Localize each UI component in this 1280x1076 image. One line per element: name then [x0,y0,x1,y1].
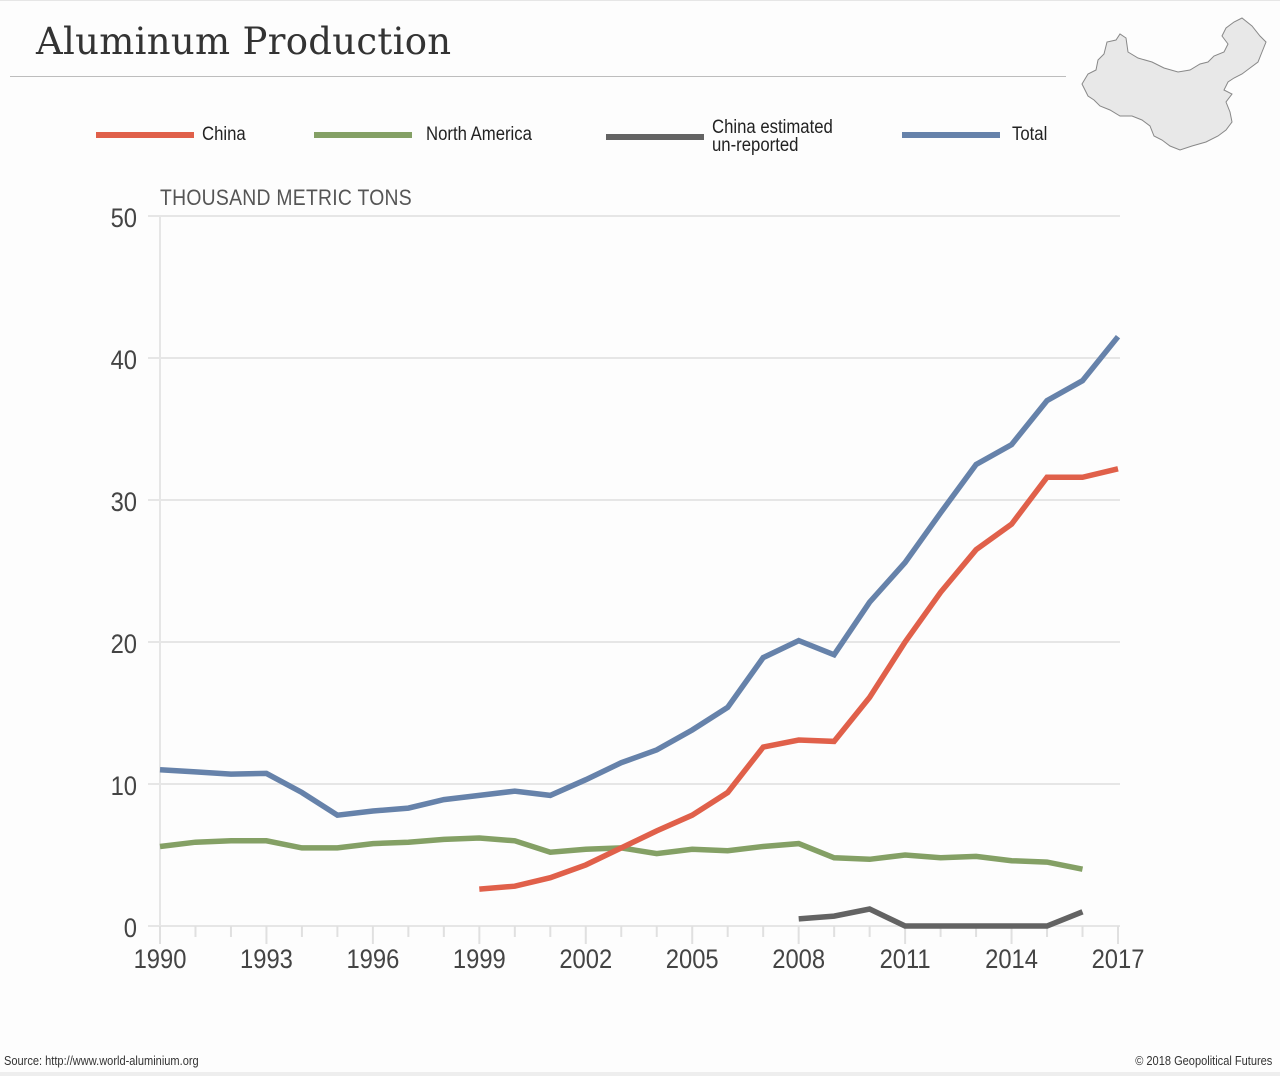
legend-swatch-north-america [314,132,412,138]
y-axis-title: THOUSAND METRIC TONS [160,185,412,210]
legend-label: Total [1012,124,1048,145]
legend-swatch-china-unreported [606,134,704,140]
y-tick-label: 20 [111,630,137,660]
x-tick-label: 2008 [772,945,825,975]
x-tick-label: 2017 [1092,945,1145,975]
series-line-north-america [159,835,1084,872]
legend-label: China [202,124,246,145]
x-tick-label: 1993 [240,945,293,975]
source-note: Source: http://www.world-aluminium.org [4,1053,199,1068]
legend-item-total: Total [902,124,1052,145]
y-tick-label: 0 [124,914,137,944]
y-tick-label: 50 [111,204,137,234]
china-map-icon [1081,17,1267,151]
x-tick-label: 1999 [453,945,506,975]
legend-item-china-unreported: China estimated un-reported [606,117,849,156]
legend-swatch-total [902,132,1000,138]
x-tick-label: 2005 [666,945,719,975]
legend-item-north-america: North America [314,124,546,145]
chart-title: Aluminum Production [36,20,452,63]
series-line-china-estimated-un-reported [798,906,1084,929]
title-divider [10,76,1066,77]
legend-label: China estimated un-reported [712,117,833,156]
x-tick-label: 1990 [134,945,187,975]
series-line-china [479,466,1119,892]
y-tick-label: 30 [111,488,137,518]
x-tick-label: 2011 [880,945,931,975]
bottom-border [0,1072,1280,1076]
legend-item-china: China [96,124,252,145]
x-tick-label: 2014 [985,945,1038,975]
y-tick-label: 40 [111,346,137,376]
series-line-total [159,334,1121,819]
legend-swatch-china [96,132,194,138]
top-border [0,0,1280,1]
y-tick-label: 10 [111,772,137,802]
legend-label: North America [426,124,532,145]
x-tick-label: 2002 [559,945,612,975]
copyright-note: © 2018 Geopolitical Futures [1134,1053,1272,1068]
x-tick-label: 1996 [346,945,399,975]
